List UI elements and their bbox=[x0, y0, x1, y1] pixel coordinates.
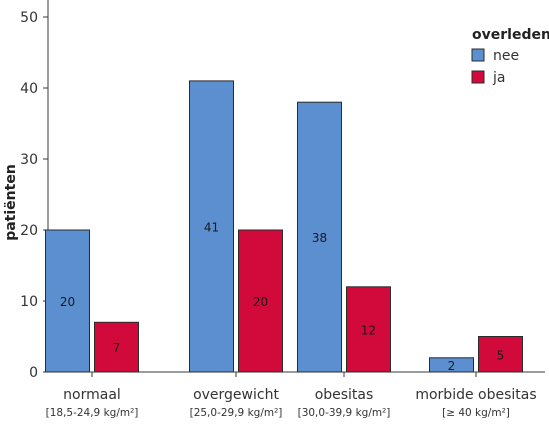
legend-swatch-ja bbox=[471, 70, 485, 84]
y-tick-label: 30 bbox=[20, 152, 38, 168]
bar-value-label: 38 bbox=[312, 231, 327, 245]
x-category-label: obesitas bbox=[315, 387, 374, 403]
x-category-sublabel: [25,0-29,9 kg/m²] bbox=[190, 407, 283, 419]
bar-ja-3 bbox=[346, 286, 391, 373]
x-category-label: overgewicht bbox=[193, 387, 279, 403]
label-layer: 20 7 41 20 38 12 2 5 bbox=[60, 220, 504, 372]
x-category-label: morbide obesitas bbox=[415, 387, 536, 403]
bar-nee-4 bbox=[429, 357, 474, 373]
y-tick-label: 40 bbox=[20, 81, 38, 97]
y-tick-label: 0 bbox=[29, 365, 38, 381]
bar-value-label: 41 bbox=[204, 220, 219, 234]
bar-value-label: 20 bbox=[60, 295, 75, 309]
bar-value-label: 20 bbox=[253, 295, 268, 309]
bar-ja-4 bbox=[478, 336, 523, 373]
bar-value-label: 2 bbox=[448, 359, 456, 373]
y-tick-label: 50 bbox=[20, 10, 38, 26]
legend-label-ja: ja bbox=[492, 70, 505, 86]
bar-value-label: 7 bbox=[113, 341, 121, 355]
bar-nee-3 bbox=[297, 101, 342, 373]
x-category-label: normaal bbox=[63, 387, 121, 403]
bar-ja-1 bbox=[94, 321, 139, 373]
legend-swatch-nee bbox=[471, 48, 485, 62]
axis-layer: 0 10 20 30 40 50 patiënten normaal [18,5-24,9 kg… bbox=[3, 0, 545, 419]
bar-ja-2 bbox=[238, 229, 283, 373]
x-category-sublabel: [30,0-39,9 kg/m²] bbox=[298, 407, 391, 419]
bar-value-label: 5 bbox=[497, 348, 505, 362]
bar-nee-2 bbox=[189, 80, 234, 373]
y-tick-label: 20 bbox=[20, 223, 38, 239]
y-tick-label: 10 bbox=[20, 294, 38, 310]
y-axis-title: patiënten bbox=[3, 164, 19, 241]
x-category-sublabel: [18,5-24,9 kg/m²] bbox=[46, 407, 139, 419]
bar-layer bbox=[45, 80, 523, 373]
bar-value-label: 12 bbox=[361, 323, 376, 337]
legend: overleden nee ja bbox=[471, 27, 549, 86]
legend-title: overleden bbox=[472, 27, 549, 43]
bar-nee-1 bbox=[45, 229, 90, 373]
legend-label-nee: nee bbox=[493, 48, 519, 64]
x-category-sublabel: [≥ 40 kg/m²] bbox=[442, 407, 510, 419]
